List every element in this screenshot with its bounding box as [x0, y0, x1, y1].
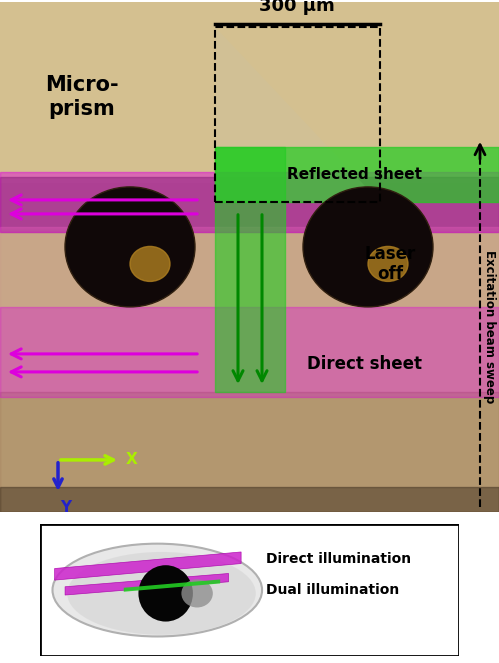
Text: Direct illumination: Direct illumination	[266, 552, 411, 566]
Polygon shape	[65, 573, 229, 595]
Text: Dual illumination: Dual illumination	[266, 583, 400, 597]
Text: Laser
off: Laser off	[364, 245, 416, 283]
Bar	[0, 392, 499, 512]
Text: Y: Y	[60, 500, 71, 515]
Text: 300 μm: 300 μm	[259, 0, 335, 15]
Ellipse shape	[138, 565, 193, 622]
Polygon shape	[215, 27, 380, 202]
Ellipse shape	[130, 247, 170, 281]
Bar	[215, 147, 285, 392]
Bar	[215, 27, 380, 202]
Ellipse shape	[368, 247, 408, 281]
Bar	[215, 147, 499, 202]
Ellipse shape	[65, 187, 195, 307]
Bar	[0, 172, 499, 232]
Ellipse shape	[67, 552, 256, 635]
Bar	[0, 177, 499, 232]
Text: X: X	[126, 452, 138, 467]
Text: Reflected sheet: Reflected sheet	[287, 168, 423, 182]
Bar	[0, 307, 499, 397]
Bar	[0, 487, 499, 512]
Polygon shape	[54, 552, 241, 580]
Text: Excitation beam sweep: Excitation beam sweep	[483, 251, 496, 404]
Ellipse shape	[52, 544, 262, 636]
Polygon shape	[124, 579, 220, 591]
Bar	[0, 227, 499, 392]
Text: Direct sheet: Direct sheet	[307, 355, 423, 373]
Bar	[0, 2, 499, 182]
Ellipse shape	[303, 187, 433, 307]
Ellipse shape	[182, 579, 213, 607]
Text: Micro-
prism: Micro- prism	[45, 76, 119, 119]
